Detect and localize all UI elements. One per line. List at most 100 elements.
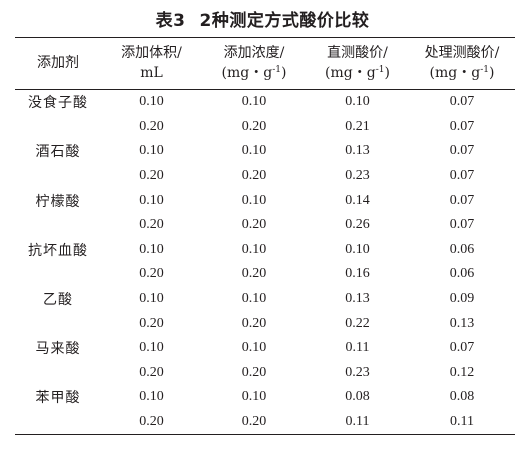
table-row: 没食子酸 0.10 0.10 0.10 0.07 [15, 90, 515, 115]
direct-acid-cell: 0.14 [345, 192, 370, 208]
treated-acid-cell: 0.07 [449, 118, 475, 134]
volume-cell: 0.20 [139, 118, 164, 134]
direct-acid-cell: 0.23 [345, 364, 370, 380]
header-volume-unit: mL [140, 65, 163, 81]
unit-exponent: -1 [272, 65, 281, 75]
table-body: 没食子酸 0.10 0.10 0.10 0.07 0.20 0.20 0.21 0.07 酒石… [15, 90, 515, 435]
concentration-cell: 0.20 [241, 118, 267, 134]
additive-cell: 抗坏血酸 [28, 242, 88, 259]
additive-cell [15, 262, 101, 287]
concentration-cell: 0.20 [241, 217, 267, 233]
additive-cell [15, 311, 101, 336]
table-number: 表3 [155, 11, 186, 31]
additive-cell [15, 115, 101, 140]
direct-acid-cell: 0.13 [345, 143, 370, 159]
volume-cell: 0.20 [139, 315, 164, 331]
header-concentration: 添加浓度/ (mg・g-1) [202, 38, 306, 90]
direct-acid-cell: 0.23 [345, 168, 370, 184]
treated-acid-cell: 0.06 [449, 266, 475, 282]
volume-cell: 0.10 [139, 241, 164, 257]
header-concentration-unit: (mg・g-1) [202, 63, 306, 83]
volume-cell: 0.20 [139, 266, 164, 282]
additive-cell: 没食子酸 [28, 95, 88, 112]
concentration-cell: 0.10 [241, 241, 267, 257]
direct-acid-cell: 0.22 [345, 315, 370, 331]
table-row: 0.20 0.20 0.22 0.13 [15, 311, 515, 336]
direct-acid-cell: 0.08 [345, 389, 370, 405]
concentration-cell: 0.10 [241, 291, 267, 307]
direct-acid-cell: 0.10 [345, 241, 370, 257]
table-row: 酒石酸 0.10 0.10 0.13 0.07 [15, 139, 515, 164]
table-row: 0.20 0.20 0.21 0.07 [15, 115, 515, 140]
concentration-cell: 0.20 [241, 168, 267, 184]
table-title: 2种测定方式酸价比较 [199, 11, 370, 31]
additive-cell [15, 410, 101, 435]
additive-cell: 酒石酸 [35, 144, 81, 161]
table-caption: 表3 2种测定方式酸价比较 [0, 6, 525, 31]
unit-exponent: -1 [480, 65, 489, 75]
acid-value-table: 添加剂 添加体积/ mL 添加浓度/ (mg・g-1) 直测酸价/ (mg・g-… [15, 37, 515, 435]
volume-cell: 0.10 [139, 143, 164, 159]
table-row: 柠檬酸 0.10 0.10 0.14 0.07 [15, 188, 515, 213]
treated-acid-cell: 0.07 [449, 143, 475, 159]
unit-text: (mg・g [221, 65, 273, 81]
treated-acid-cell: 0.12 [449, 364, 475, 380]
treated-acid-cell: 0.13 [449, 315, 475, 331]
direct-acid-cell: 0.16 [345, 266, 370, 282]
treated-acid-cell: 0.06 [449, 241, 475, 257]
unit-close: ) [280, 65, 287, 81]
header-volume-label: 添加体积/ [121, 45, 182, 61]
table-row: 苯甲酸 0.10 0.10 0.08 0.08 [15, 385, 515, 410]
additive-cell [15, 213, 101, 238]
header-treated-acid-unit: (mg・g-1) [409, 63, 515, 83]
concentration-cell: 0.10 [241, 143, 267, 159]
treated-acid-cell: 0.08 [449, 389, 475, 405]
table-row: 抗坏血酸 0.10 0.10 0.10 0.06 [15, 238, 515, 263]
volume-cell: 0.20 [139, 414, 164, 430]
concentration-cell: 0.20 [241, 315, 267, 331]
treated-acid-cell: 0.07 [449, 168, 475, 184]
concentration-cell: 0.10 [241, 94, 267, 110]
concentration-cell: 0.20 [241, 364, 267, 380]
concentration-cell: 0.20 [241, 414, 267, 430]
direct-acid-cell: 0.11 [345, 414, 370, 430]
header-treated-acid-label: 处理测酸价/ [424, 45, 500, 61]
header-additive: 添加剂 [15, 38, 101, 90]
volume-cell: 0.10 [139, 340, 164, 356]
additive-cell [15, 164, 101, 189]
volume-cell: 0.20 [139, 168, 164, 184]
header-direct-acid-label: 直测酸价/ [327, 45, 388, 61]
direct-acid-cell: 0.10 [345, 94, 370, 110]
concentration-cell: 0.10 [241, 340, 267, 356]
concentration-cell: 0.10 [241, 192, 267, 208]
treated-acid-cell: 0.07 [449, 217, 475, 233]
direct-acid-cell: 0.21 [345, 118, 370, 134]
header-volume: 添加体积/ mL [101, 38, 202, 90]
concentration-cell: 0.20 [241, 266, 267, 282]
header-concentration-label: 添加浓度/ [223, 45, 285, 61]
table-row: 乙酸 0.10 0.10 0.13 0.09 [15, 287, 515, 312]
treated-acid-cell: 0.07 [449, 192, 475, 208]
volume-cell: 0.20 [139, 217, 164, 233]
table-row: 0.20 0.20 0.26 0.07 [15, 213, 515, 238]
unit-close: ) [488, 65, 495, 81]
table-row: 0.20 0.20 0.16 0.06 [15, 262, 515, 287]
treated-acid-cell: 0.07 [449, 94, 475, 110]
concentration-cell: 0.10 [241, 389, 267, 405]
unit-text: (mg・g [429, 65, 481, 81]
additive-cell: 马来酸 [35, 341, 81, 358]
volume-cell: 0.10 [139, 291, 164, 307]
header-treated-acid: 处理测酸价/ (mg・g-1) [409, 38, 515, 90]
header-additive-label: 添加剂 [37, 55, 79, 71]
direct-acid-cell: 0.26 [345, 217, 370, 233]
additive-cell [15, 361, 101, 386]
table-row: 马来酸 0.10 0.10 0.11 0.07 [15, 336, 515, 361]
table-row: 0.20 0.20 0.23 0.12 [15, 361, 515, 386]
volume-cell: 0.10 [139, 389, 164, 405]
header-row: 添加剂 添加体积/ mL 添加浓度/ (mg・g-1) 直测酸价/ (mg・g-… [15, 37, 515, 90]
volume-cell: 0.20 [139, 364, 164, 380]
table-row: 0.20 0.20 0.23 0.07 [15, 164, 515, 189]
unit-text: (mg・g [325, 65, 376, 81]
direct-acid-cell: 0.11 [345, 340, 370, 356]
additive-cell: 苯甲酸 [35, 390, 81, 407]
